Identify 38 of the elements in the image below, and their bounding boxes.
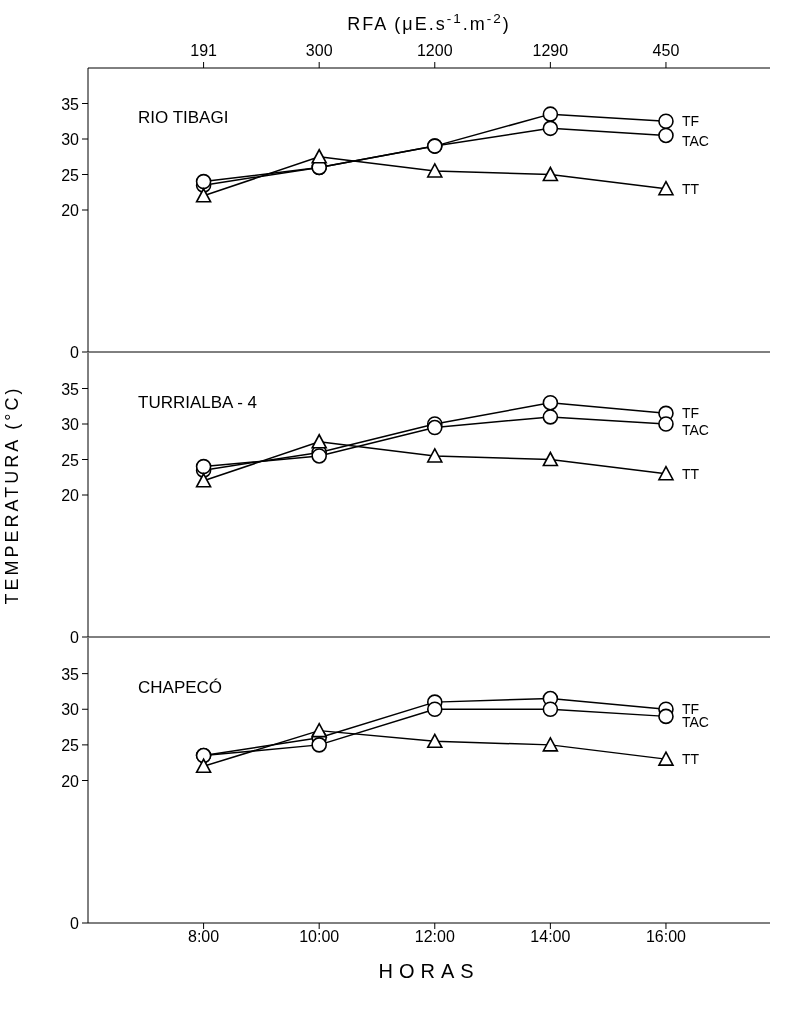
x-tick-label: 12:00 [414, 928, 455, 946]
y-tick-label: 35 [61, 665, 80, 683]
series-label: TF [681, 405, 700, 422]
y-tick-label: 25 [61, 736, 80, 754]
y-tick-label: 20 [61, 772, 80, 790]
y-tick-label: 30 [61, 131, 80, 148]
text: 1290 [532, 42, 569, 59]
series-label: TAC [681, 422, 709, 438]
y-tick-label: 0 [70, 629, 80, 646]
y-tick-label: 0 [70, 915, 80, 932]
text: 1200 [416, 42, 453, 59]
y-tick-label: 35 [61, 95, 80, 113]
text: 191 [190, 42, 218, 59]
y-tick-label: 25 [61, 166, 80, 184]
x2-axis-title: RFA (μE.s$^{-1}$.m$^{-2}$) [347, 10, 511, 34]
series-label: TT [681, 465, 700, 482]
y-tick-label: 30 [61, 416, 80, 433]
x-tick-label: 10:00 [299, 928, 340, 946]
y-tick-label: 35 [61, 380, 80, 398]
text: TURRIALBA - 4 [138, 393, 258, 413]
x-tick-label: 16:00 [645, 928, 687, 946]
text: 450 [652, 42, 680, 59]
y-tick-label: 20 [61, 202, 80, 219]
y-tick-label: 30 [61, 701, 80, 719]
text: RIO TIBAGI [138, 108, 229, 128]
text: 300 [305, 42, 333, 59]
y-tick-label: 25 [61, 451, 80, 469]
series-label: TAC [681, 133, 709, 150]
x-tick-label: 14:00 [530, 928, 571, 946]
x-tick-label: 8:00 [188, 928, 220, 946]
series-label: TT [681, 180, 700, 197]
y-tick-label: 0 [70, 344, 80, 361]
y-tick-label: 20 [61, 487, 80, 504]
text: CHAPECÓ [138, 678, 223, 698]
series-label: TT [681, 751, 700, 768]
x-axis-title: HORAS [378, 960, 480, 982]
series-label: TF [681, 113, 700, 130]
y-axis-title: TEMPERATURA (°C) [2, 385, 23, 605]
